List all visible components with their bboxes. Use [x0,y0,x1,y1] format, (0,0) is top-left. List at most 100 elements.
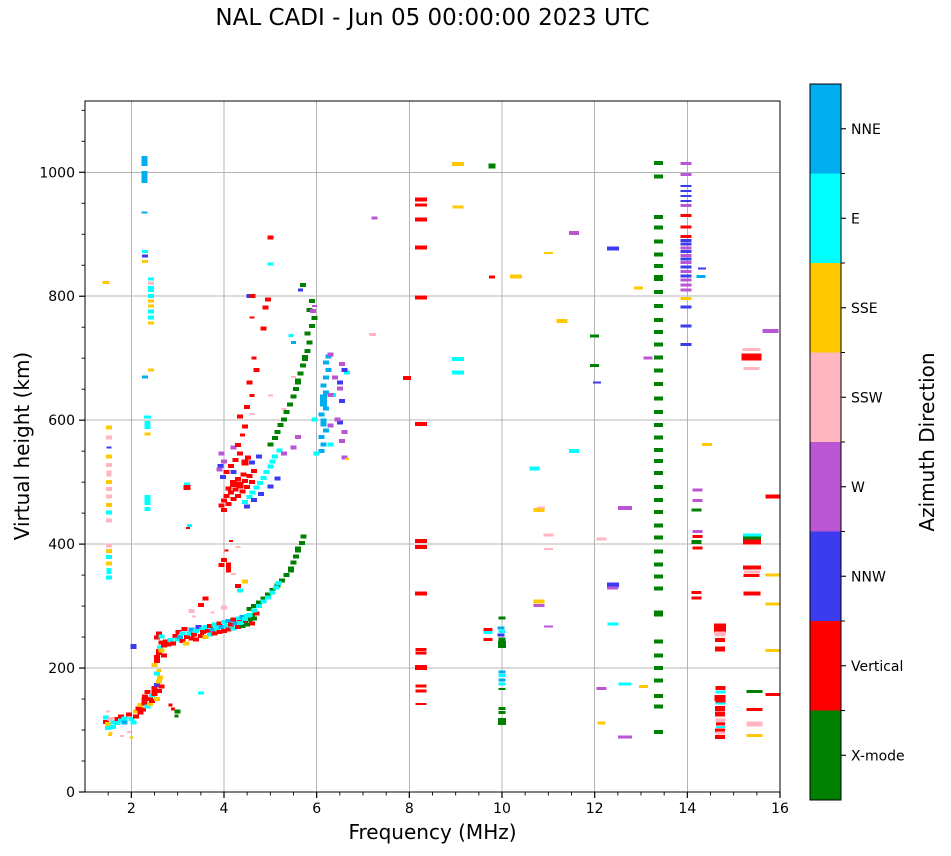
data-point [295,378,302,385]
data-point [488,163,496,169]
data-point [654,653,664,658]
data-point [132,709,139,714]
data-point [142,375,149,379]
data-point [107,716,114,721]
data-point [130,643,137,649]
data-point [249,393,255,397]
data-point [654,586,664,591]
data-point [129,736,134,739]
data-point [151,686,158,693]
data-point [158,648,165,653]
data-point [498,616,506,620]
data-point [336,420,343,425]
data-point [607,622,619,626]
data-point [322,360,329,365]
data-point [302,355,309,362]
data-point [283,410,290,415]
data-point [141,156,148,167]
data-point [271,454,278,459]
data-point [286,402,293,407]
data-point [311,305,317,308]
data-point [241,424,248,429]
data-point [290,560,297,565]
data-point [241,579,248,584]
data-point [414,203,427,207]
data-point [765,602,781,606]
data-point [300,534,307,539]
data-point [221,459,227,464]
data-point [128,716,135,721]
data-point [248,460,255,465]
data-point [339,361,346,366]
data-point [607,582,620,588]
data-point [680,194,692,197]
data-point [106,518,113,523]
data-point [160,653,167,658]
data-point [147,277,154,281]
data-point [232,487,239,492]
data-point [106,543,113,548]
x-tick-label: 8 [405,801,414,817]
data-point [414,545,427,550]
data-point [214,626,221,631]
data-point [185,526,190,529]
data-point [368,333,376,337]
data-point [654,704,664,709]
data-point [193,628,200,633]
data-point [246,617,253,622]
data-point [680,274,692,278]
data-point [274,476,281,481]
data-point [488,275,495,279]
data-point [241,617,248,622]
data-point [309,309,316,314]
data-point [260,326,267,331]
colorbar-segment [810,621,841,711]
data-point [322,406,329,411]
data-point [498,670,506,674]
data-point [265,595,272,600]
data-point [680,278,692,282]
data-point [275,581,282,586]
data-point [147,281,154,285]
data-point [743,565,762,570]
data-point [281,417,288,422]
y-tick-label: 0 [66,785,75,801]
colorbar-tick-label: X-mode [851,748,905,764]
data-point [556,319,568,324]
data-point [106,486,113,491]
data-point [156,631,163,636]
data-point [590,364,600,368]
data-point [322,390,329,395]
data-point [237,620,244,625]
data-point [217,464,224,469]
data-point [195,625,202,630]
x-tick-label: 2 [127,801,136,817]
data-point [237,414,244,419]
data-point [260,475,267,480]
data-point [246,294,253,299]
data-point [197,691,204,695]
data-point [105,721,112,726]
data-point [106,462,113,467]
data-point [144,432,151,436]
data-point [216,621,223,626]
data-point [144,421,151,430]
colorbar-tick-label: NNW [851,569,886,585]
data-point [654,263,664,268]
data-point [106,470,112,477]
data-point [680,238,692,242]
data-point [258,491,265,496]
data-point [272,585,279,590]
data-point [414,539,427,544]
data-point [654,535,664,540]
data-point [190,632,197,637]
data-point [144,704,151,709]
data-point [267,262,274,266]
y-tick-label: 1000 [39,165,75,181]
data-point [483,631,493,635]
data-point [229,479,237,487]
data-point [120,735,125,738]
data-point [202,596,209,601]
data-point [251,498,258,503]
